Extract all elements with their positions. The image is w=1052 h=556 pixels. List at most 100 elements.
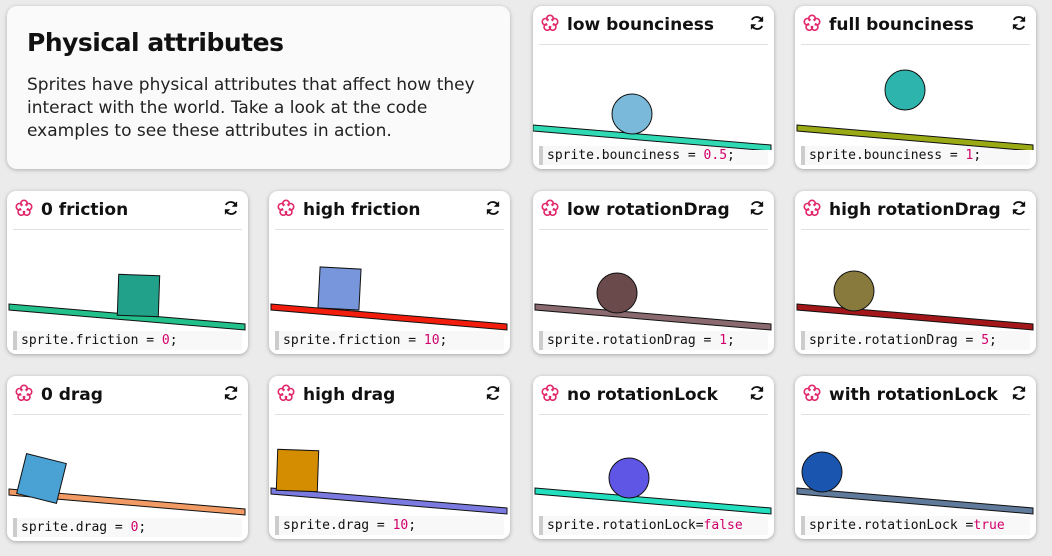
code-property: sprite.friction	[283, 333, 409, 348]
example-card: high drag sprite.drag = 10;	[269, 376, 510, 539]
flower-icon	[15, 199, 33, 217]
code-snippet: sprite.drag = 10;	[275, 516, 504, 535]
card-title: with rotationLock	[829, 385, 998, 405]
code-end: ;	[169, 333, 178, 348]
intro-panel: Physical attributes Sprites have physica…	[7, 6, 510, 169]
header-divider	[275, 414, 504, 415]
refresh-icon[interactable]	[222, 384, 240, 402]
flower-icon	[15, 384, 33, 402]
example-card: low bounciness sprite.bounciness = 0.5;	[533, 6, 774, 169]
header-divider	[13, 229, 242, 230]
code-end: ;	[439, 333, 448, 348]
header-divider	[801, 414, 1030, 415]
code-operator: =	[949, 148, 966, 163]
refresh-icon[interactable]	[748, 14, 766, 32]
ground-platform	[796, 124, 1034, 150]
code-property: sprite.rotationLock	[809, 518, 966, 533]
example-card: low rotationDrag sprite.rotationDrag = 1…	[533, 191, 774, 354]
header-divider	[275, 229, 504, 230]
code-property: sprite.rotationDrag	[809, 333, 966, 348]
flower-icon	[277, 199, 295, 217]
code-operator: =	[114, 520, 131, 535]
ball-sprite	[801, 451, 843, 493]
flower-icon	[803, 384, 821, 402]
code-operator: =	[965, 518, 974, 533]
box-sprite	[116, 273, 161, 318]
code-value: 10	[392, 518, 409, 533]
code-operator: =	[687, 148, 704, 163]
header-divider	[539, 44, 768, 45]
refresh-icon[interactable]	[1010, 384, 1028, 402]
physics-scene	[8, 273, 246, 331]
example-card: with rotationLock sprite.rotationLock =t…	[795, 376, 1036, 539]
header-divider	[801, 229, 1030, 230]
card-title: high drag	[303, 385, 396, 405]
code-snippet: sprite.bounciness = 1;	[801, 146, 1030, 165]
card-title: low bounciness	[567, 15, 714, 35]
code-value: 0.5	[703, 148, 728, 163]
code-operator: =	[408, 333, 424, 348]
ground-platform	[270, 303, 508, 331]
example-card: full bounciness sprite.bounciness = 1;	[795, 6, 1036, 169]
physics-scene	[533, 93, 772, 150]
code-value: 1	[965, 148, 974, 163]
code-value: 1	[719, 333, 728, 348]
ball-sprite	[596, 272, 638, 314]
ball-sprite	[884, 69, 926, 111]
card-title: high friction	[303, 200, 421, 220]
code-value: false	[703, 518, 743, 533]
code-snippet: sprite.rotationDrag = 5;	[801, 331, 1030, 350]
flower-icon	[803, 199, 821, 217]
flower-icon	[541, 199, 559, 217]
header-divider	[801, 44, 1030, 45]
refresh-icon[interactable]	[1010, 199, 1028, 217]
code-snippet: sprite.drag = 0;	[13, 518, 242, 537]
example-card: no rotationLock sprite.rotationLock=fals…	[533, 376, 774, 539]
code-operator: =	[376, 518, 393, 533]
flower-icon	[541, 384, 559, 402]
box-sprite	[317, 266, 362, 311]
code-operator: =	[965, 333, 982, 348]
code-operator: =	[703, 333, 720, 348]
refresh-icon[interactable]	[748, 384, 766, 402]
example-card: 0 friction sprite.friction = 0;	[7, 191, 248, 354]
code-property: sprite.rotationLock	[547, 518, 696, 533]
box-sprite	[275, 448, 320, 493]
ball-sprite	[611, 93, 653, 135]
code-value: 5	[981, 333, 990, 348]
ground-platform	[534, 487, 772, 515]
card-title: low rotationDrag	[567, 200, 730, 220]
intro-text: Sprites have physical attributes that af…	[27, 75, 475, 141]
code-end: ;	[408, 518, 417, 533]
header-divider	[13, 414, 242, 415]
code-snippet: sprite.friction = 10;	[275, 331, 504, 350]
physics-scene	[270, 448, 508, 515]
refresh-icon[interactable]	[484, 199, 502, 217]
box-sprite	[16, 453, 67, 504]
refresh-icon[interactable]	[222, 199, 240, 217]
flower-icon	[803, 14, 821, 32]
code-value: 0	[130, 520, 139, 535]
ground-platform	[8, 303, 246, 331]
card-title: no rotationLock	[567, 385, 718, 405]
code-snippet: sprite.bounciness = 0.5;	[539, 146, 768, 165]
physics-scene	[534, 457, 772, 515]
code-property: sprite.rotationDrag	[547, 333, 704, 348]
code-property: sprite.friction	[21, 333, 147, 348]
code-snippet: sprite.rotationLock=false	[539, 516, 768, 535]
page-title: Physical attributes	[27, 28, 284, 57]
code-snippet: sprite.rotationLock =true	[801, 516, 1030, 535]
refresh-icon[interactable]	[748, 199, 766, 217]
ground-platform	[796, 487, 1034, 515]
card-title: full bounciness	[829, 15, 974, 35]
ground-platform	[270, 487, 508, 515]
header-divider	[539, 414, 768, 415]
card-title: 0 drag	[41, 385, 103, 405]
refresh-icon[interactable]	[1010, 14, 1028, 32]
card-title: 0 friction	[41, 200, 129, 220]
physics-scene	[796, 270, 1034, 331]
code-end: ;	[973, 148, 982, 163]
example-card: high rotationDrag sprite.rotationDrag = …	[795, 191, 1036, 354]
code-snippet: sprite.friction = 0;	[13, 331, 242, 350]
refresh-icon[interactable]	[484, 384, 502, 402]
